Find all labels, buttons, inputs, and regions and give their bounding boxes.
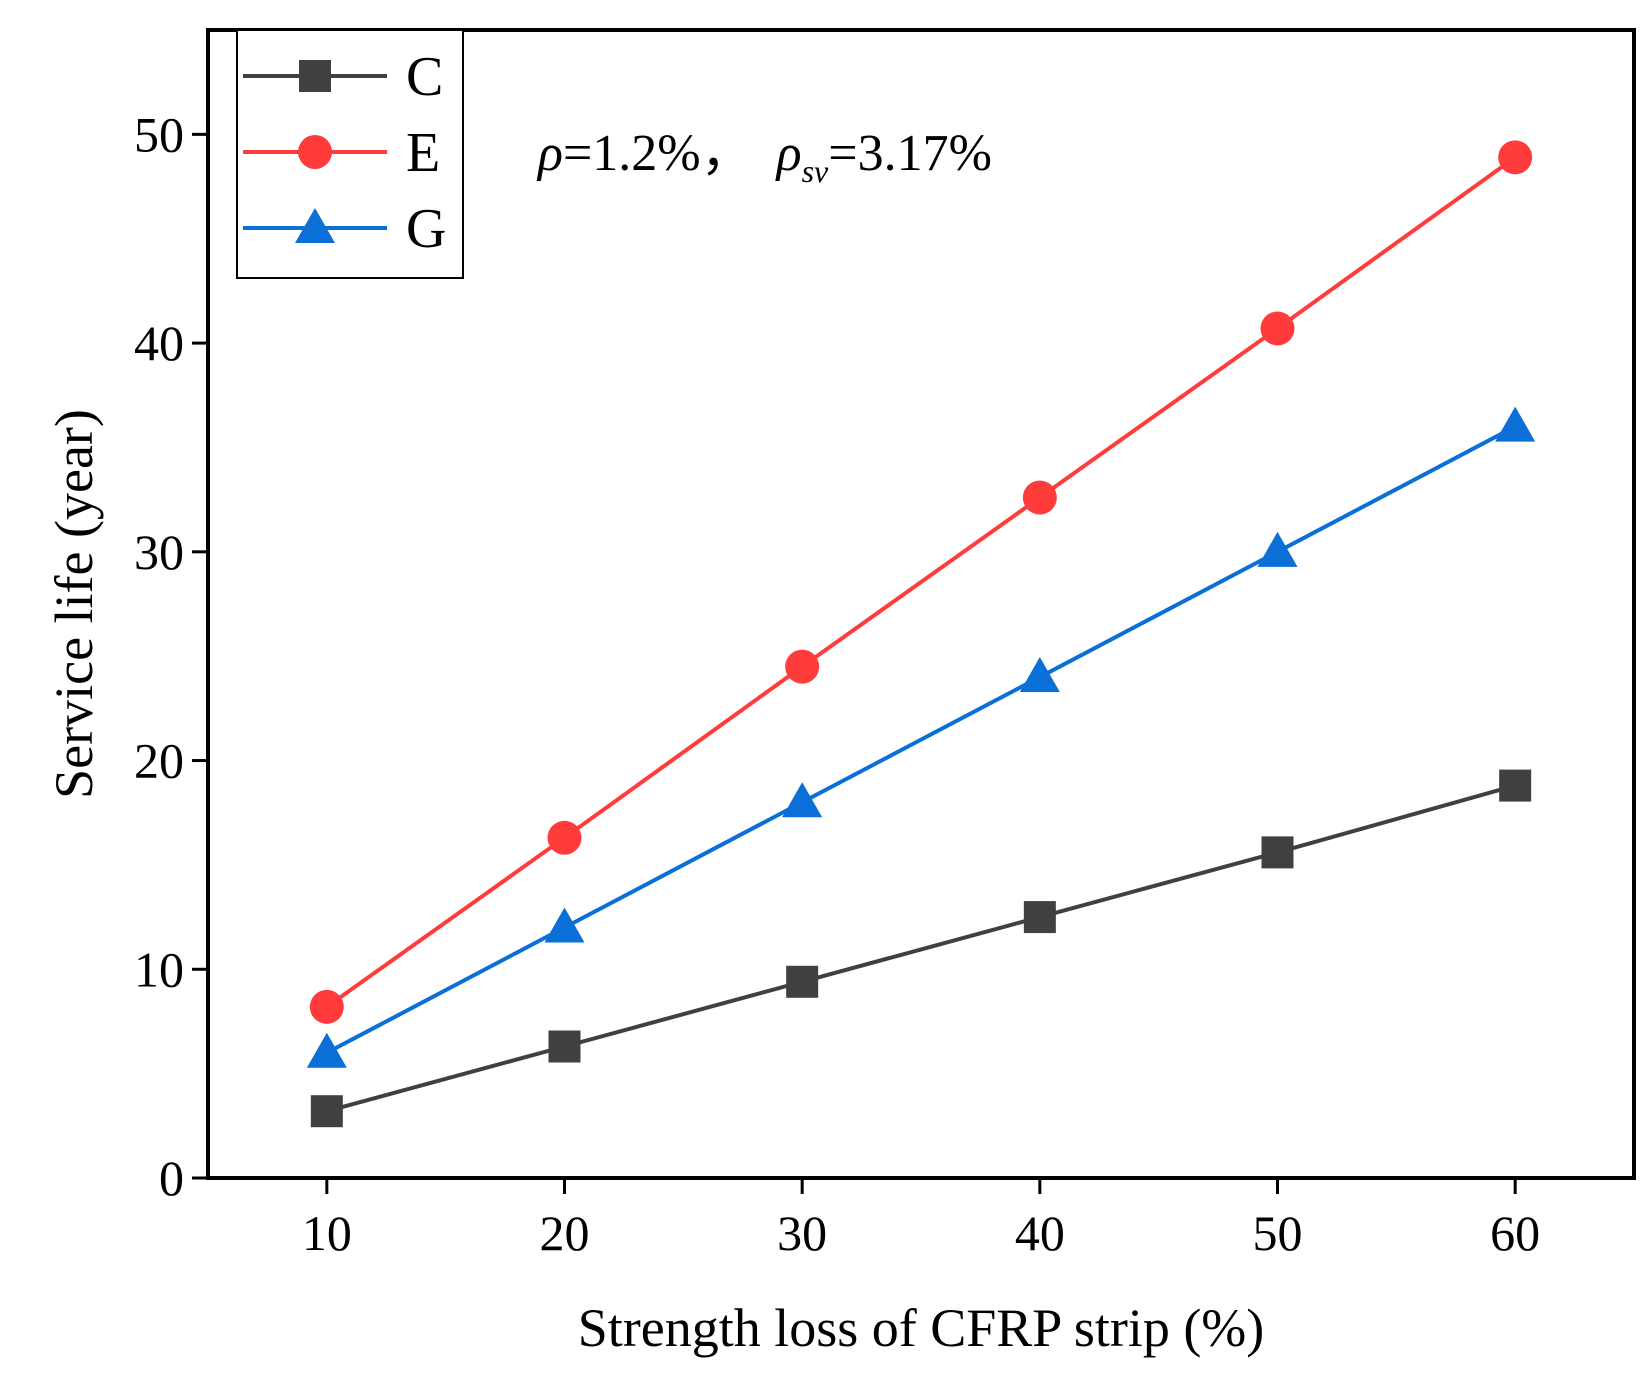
series-e <box>309 140 1533 1024</box>
data-point-e <box>1498 140 1533 175</box>
annotation-rho-sv-sub: sv <box>802 153 829 189</box>
y-tick-label: 20 <box>134 733 184 789</box>
legend-items: CEG <box>243 46 446 260</box>
x-tick-label: 50 <box>1253 1205 1303 1261</box>
data-point-c <box>1499 769 1532 802</box>
data-point-g <box>1257 531 1298 567</box>
data-point-e <box>785 649 820 684</box>
series-line-e <box>325 155 1517 1009</box>
series-g <box>306 406 1536 1068</box>
legend: CEG <box>236 29 464 279</box>
x-axis-title: Strength loss of CFRP strip (%) <box>578 1298 1265 1358</box>
y-tick-label: 40 <box>134 315 184 371</box>
y-tick-label: 10 <box>134 941 184 997</box>
data-point-e <box>309 989 344 1024</box>
data-point-c <box>1261 836 1294 869</box>
data-point-c <box>786 965 819 998</box>
series-line-c <box>326 783 1516 1114</box>
data-point-c <box>310 1095 343 1128</box>
series-line-g <box>325 424 1517 1055</box>
legend-label-e: E <box>406 122 440 184</box>
x-tick-label: 40 <box>1015 1205 1065 1261</box>
y-axis-title: Service life (year) <box>44 409 104 799</box>
plot-frame <box>206 28 1636 1180</box>
annotation: ρ=1.2%， ρsv=3.17% <box>536 125 992 189</box>
annotation-rho-sv-symbol: ρ <box>775 125 802 182</box>
legend-item-g: G <box>243 198 446 260</box>
legend-label-c: C <box>406 46 443 108</box>
x-tick-label: 20 <box>540 1205 590 1261</box>
data-point-e <box>1260 311 1295 346</box>
legend-item-e: E <box>243 122 440 184</box>
data-point-c <box>1023 901 1056 934</box>
annotation-rho-sv-value: =3.17% <box>828 125 992 182</box>
data-point-g <box>306 1032 347 1068</box>
data-point-e <box>547 820 582 855</box>
legend-label-g: G <box>406 198 446 260</box>
data-point-e <box>1022 480 1057 515</box>
y-tick-label: 50 <box>134 106 184 162</box>
x-tick-label: 30 <box>777 1205 827 1261</box>
data-point-c <box>548 1030 581 1063</box>
y-tick-label: 30 <box>134 524 184 580</box>
series-c <box>310 769 1532 1128</box>
annotation-rho-value: =1.2%， <box>563 125 753 182</box>
series-layer <box>306 140 1536 1128</box>
x-tick-label: 10 <box>302 1205 352 1261</box>
annotation-rho-symbol: ρ <box>536 125 563 182</box>
legend-item-c: C <box>243 46 443 108</box>
x-tick-label: 60 <box>1490 1205 1540 1261</box>
data-point-g <box>1019 657 1060 693</box>
legend-marker-c <box>299 60 331 92</box>
data-point-g <box>1495 406 1536 442</box>
legend-marker-g <box>295 208 335 243</box>
legend-marker-e <box>298 135 332 169</box>
data-point-g <box>544 907 585 943</box>
y-tick-label: 0 <box>159 1150 184 1206</box>
data-point-g <box>782 782 823 818</box>
axis-ticks: 10 20 30 40 50 60 0 10 20 30 40 50 <box>134 106 1540 1261</box>
